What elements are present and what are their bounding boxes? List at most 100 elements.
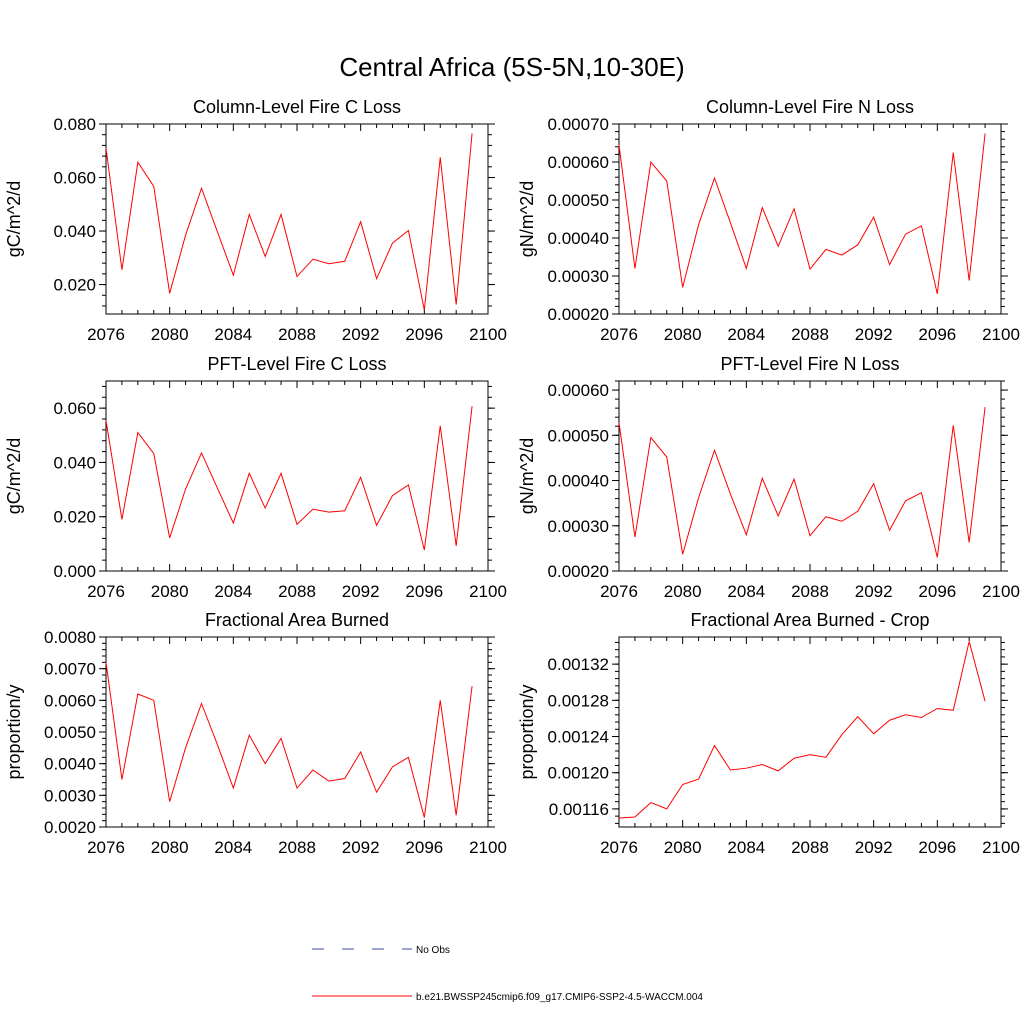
y-tick-label: 0.00060 [548, 153, 609, 172]
x-tick-label: 2092 [855, 325, 893, 344]
y-axis-label: gC/m^2/d [4, 181, 24, 257]
series-line [105, 662, 473, 818]
y-tick-label: 0.0040 [44, 755, 96, 774]
y-axis-label: proportion/y [517, 684, 537, 779]
panels: 2076 2080 2084 2088 2092 2096 2100 0.020 0.040 0.… [4, 97, 1020, 857]
y-tick-label: 0.00030 [548, 267, 609, 286]
y-tick-label: 0.00050 [548, 191, 609, 210]
y-axis-label: proportion/y [4, 684, 24, 779]
y-tick-label: 0.080 [53, 115, 96, 134]
y-tick-label: 0.040 [53, 222, 96, 241]
y-tick-label: 0.00040 [548, 229, 609, 248]
x-tick-label: 2092 [855, 582, 893, 601]
x-tick-label: 2084 [727, 325, 765, 344]
y-tick-label: 0.060 [53, 399, 96, 418]
x-tick-label: 2076 [87, 838, 125, 857]
x-tick-label: 2092 [342, 582, 380, 601]
x-tick-label: 2088 [278, 838, 316, 857]
series-line [618, 133, 986, 294]
panel-5: 2076 2080 2084 2088 2092 2096 2100 0.0020 0.0030… [4, 610, 507, 857]
x-tick-label: 2084 [214, 582, 252, 601]
x-tick-label: 2096 [405, 325, 443, 344]
y-tick-label: 0.00020 [548, 305, 609, 324]
panel-title: PFT-Level Fire C Loss [207, 354, 386, 374]
legend-label-no-obs: No Obs [416, 945, 450, 956]
x-tick-label: 2080 [664, 325, 702, 344]
x-tick-label: 2080 [664, 582, 702, 601]
y-tick-label: 0.00030 [548, 517, 609, 536]
x-tick-label: 2080 [151, 838, 189, 857]
y-tick-label: 0.00128 [548, 691, 609, 710]
y-tick-label: 0.0020 [44, 818, 96, 837]
x-tick-label: 2100 [469, 325, 507, 344]
x-tick-label: 2096 [405, 582, 443, 601]
panel-title: Column-Level Fire C Loss [193, 97, 401, 117]
x-tick-label: 2092 [342, 838, 380, 857]
panel-6: 2076 2080 2084 2088 2092 2096 2100 0.00116 0.001… [517, 610, 1020, 857]
y-tick-label: 0.0070 [44, 660, 96, 679]
figure-title: Central Africa (5S-5N,10-30E) [339, 52, 684, 82]
y-tick-label: 0.00060 [548, 381, 609, 400]
x-tick-label: 2096 [405, 838, 443, 857]
x-tick-label: 2092 [855, 838, 893, 857]
x-tick-label: 2080 [151, 582, 189, 601]
series-line [618, 641, 986, 819]
panel-1: 2076 2080 2084 2088 2092 2096 2100 0.020 0.040 0.… [4, 97, 507, 344]
x-tick-label: 2076 [87, 582, 125, 601]
y-tick-label: 0.060 [53, 169, 96, 188]
x-tick-label: 2096 [918, 325, 956, 344]
y-tick-label: 0.020 [53, 508, 96, 527]
x-tick-label: 2100 [469, 582, 507, 601]
y-tick-label: 0.00050 [548, 426, 609, 445]
x-tick-label: 2076 [87, 325, 125, 344]
y-axis-label: gN/m^2/d [517, 438, 537, 514]
y-tick-label: 0.020 [53, 276, 96, 295]
y-tick-label: 0.00020 [548, 562, 609, 581]
series-line [105, 406, 473, 551]
x-tick-label: 2100 [469, 838, 507, 857]
panel-4: 2076 2080 2084 2088 2092 2096 2100 0.00020 0.000… [517, 354, 1020, 601]
y-tick-label: 0.0060 [44, 691, 96, 710]
y-tick-label: 0.0050 [44, 723, 96, 742]
x-tick-label: 2092 [342, 325, 380, 344]
panel-3: 2076 2080 2084 2088 2092 2096 2100 0.000 0.020 0.… [4, 354, 507, 601]
y-tick-label: 0.000 [53, 562, 96, 581]
x-tick-label: 2096 [918, 838, 956, 857]
y-tick-label: 0.040 [53, 453, 96, 472]
x-tick-label: 2080 [151, 325, 189, 344]
y-tick-label: 0.00132 [548, 655, 609, 674]
y-tick-label: 0.00124 [548, 728, 609, 747]
x-tick-label: 2076 [600, 838, 638, 857]
x-tick-label: 2100 [982, 325, 1020, 344]
y-axis-label: gN/m^2/d [517, 181, 537, 257]
x-tick-label: 2076 [600, 582, 638, 601]
panel-title: Fractional Area Burned - Crop [690, 610, 929, 630]
y-tick-label: 0.00070 [548, 115, 609, 134]
series-line [105, 133, 473, 311]
y-tick-label: 0.00040 [548, 472, 609, 491]
x-tick-label: 2088 [791, 582, 829, 601]
x-tick-label: 2076 [600, 325, 638, 344]
panel-2: 2076 2080 2084 2088 2092 2096 2100 0.00020 0.000… [517, 97, 1020, 344]
x-tick-label: 2088 [791, 325, 829, 344]
series-line [618, 407, 986, 558]
y-tick-label: 0.0030 [44, 786, 96, 805]
x-tick-label: 2100 [982, 838, 1020, 857]
legend: No Obs b.e21.BWSSP245cmip6.f09_g17.CMIP6… [312, 945, 703, 1003]
x-tick-label: 2084 [214, 325, 252, 344]
legend-label-model: b.e21.BWSSP245cmip6.f09_g17.CMIP6-SSP2-4… [416, 992, 703, 1003]
y-axis-label: gC/m^2/d [4, 438, 24, 514]
x-tick-label: 2084 [727, 582, 765, 601]
x-tick-label: 2088 [278, 582, 316, 601]
x-tick-label: 2084 [727, 838, 765, 857]
x-tick-label: 2088 [278, 325, 316, 344]
x-tick-label: 2096 [918, 582, 956, 601]
panel-title: PFT-Level Fire N Loss [720, 354, 899, 374]
x-tick-label: 2084 [214, 838, 252, 857]
y-tick-label: 0.0080 [44, 628, 96, 647]
y-tick-label: 0.00116 [549, 800, 609, 819]
x-tick-label: 2088 [791, 838, 829, 857]
x-tick-label: 2100 [982, 582, 1020, 601]
